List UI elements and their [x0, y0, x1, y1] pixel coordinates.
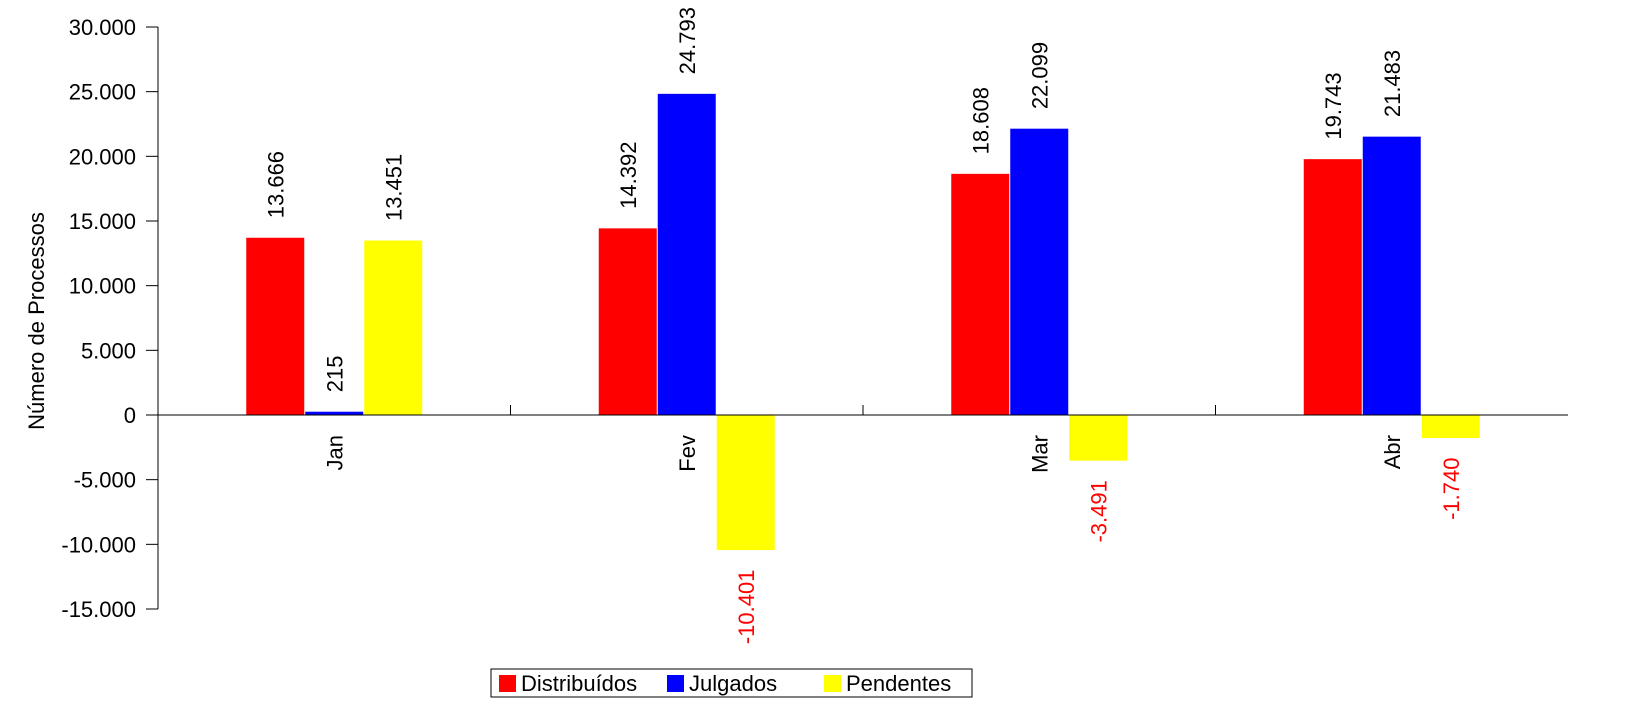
legend-swatch	[824, 675, 841, 692]
y-tick-label: -10.000	[61, 532, 136, 557]
y-tick-label: 25.000	[69, 80, 136, 105]
data-label: 24.793	[675, 7, 700, 74]
data-label: 215	[322, 356, 347, 393]
category-labels: Jan Fev Mar Abr	[322, 435, 1405, 473]
legend-box	[490, 668, 973, 698]
y-axis: 30.000 25.000 20.000 15.000 10.000 5.000 0 -5.0…	[61, 15, 159, 622]
legend: Distribuídos Julgados Pendentes	[490, 668, 973, 698]
x-tick-label: Fev	[675, 435, 700, 472]
data-label: 13.666	[263, 151, 288, 218]
y-tick-label: 10.000	[69, 274, 136, 299]
y-tick-label: 0	[124, 403, 136, 428]
bar	[598, 228, 657, 416]
bar	[657, 93, 716, 416]
legend-label: Distribuídos	[521, 671, 637, 696]
data-label: -1.740	[1439, 458, 1464, 520]
bar	[246, 237, 305, 416]
x-tick-label: Mar	[1027, 435, 1052, 473]
y-tick-label: -5.000	[74, 468, 136, 493]
legend-swatch	[667, 675, 684, 692]
bars	[246, 93, 1480, 551]
bar	[1362, 136, 1421, 416]
bar	[951, 173, 1010, 416]
y-tick-label: 5.000	[81, 338, 136, 363]
bar	[1421, 414, 1480, 439]
y-tick-label: 20.000	[69, 144, 136, 169]
x-tick-label: Jan	[322, 435, 347, 470]
legend-label: Pendentes	[846, 671, 951, 696]
bar	[364, 240, 423, 416]
y-tick-label: 15.000	[69, 209, 136, 234]
bar	[716, 414, 775, 551]
data-label: 19.743	[1321, 72, 1346, 139]
y-tick-label: -15.000	[61, 597, 136, 622]
data-label: 13.451	[381, 154, 406, 221]
bar	[1010, 128, 1069, 416]
y-tick-label: 30.000	[69, 15, 136, 40]
x-axis	[158, 405, 1568, 416]
bar	[1303, 159, 1362, 416]
data-labels: 13.666 215 13.451 14.392 24.793 -10.401 18.608…	[263, 7, 1464, 644]
legend-swatch	[499, 675, 516, 692]
y-axis-title: Número de Processos	[24, 212, 49, 430]
bar	[1069, 414, 1128, 461]
data-label: 21.483	[1380, 50, 1405, 117]
data-label: 14.392	[616, 142, 641, 209]
x-tick-label: Abr	[1380, 435, 1405, 469]
data-label: -3.491	[1086, 480, 1111, 542]
legend-label: Julgados	[689, 671, 777, 696]
data-label: 22.099	[1027, 42, 1052, 109]
data-label: 18.608	[968, 87, 993, 154]
data-label: -10.401	[734, 570, 759, 645]
